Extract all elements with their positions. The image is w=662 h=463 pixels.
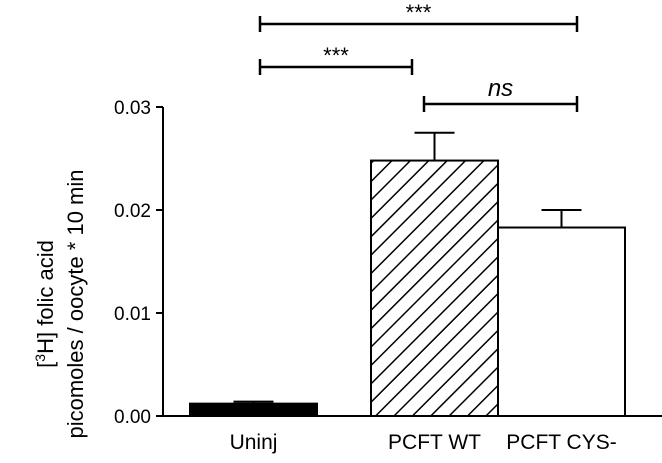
bar — [189, 402, 318, 418]
bars — [189, 131, 626, 418]
y-tick-label: 0.00 — [114, 407, 151, 428]
category-labels: Uninj PCFT WT PCFT CYS- — [230, 431, 617, 454]
significance-label: ns — [488, 75, 513, 102]
bar — [497, 226, 626, 417]
x-tick-label: Uninj — [230, 431, 278, 454]
y-axis-title-line2: picomoles / oocyte * 10 min — [63, 169, 88, 438]
significance-label: *** — [323, 43, 349, 68]
y-axis-title-line1: [3H] folic acid — [32, 240, 58, 368]
y-ticks: 0.00 0.01 0.02 0.03 — [114, 98, 163, 428]
bar — [370, 159, 499, 417]
y-axis-title: [3H] folic acid picomoles / oocyte * 10 … — [32, 169, 88, 438]
significance-brackets: *** *** ns — [258, 0, 579, 112]
y-tick-label: 0.02 — [114, 201, 151, 222]
y-tick-label: 0.03 — [114, 98, 151, 119]
x-tick-label: PCFT WT — [388, 431, 481, 454]
x-tick-label: PCFT CYS- — [506, 431, 616, 454]
significance-label: *** — [406, 0, 432, 25]
y-tick-label: 0.01 — [114, 304, 151, 325]
